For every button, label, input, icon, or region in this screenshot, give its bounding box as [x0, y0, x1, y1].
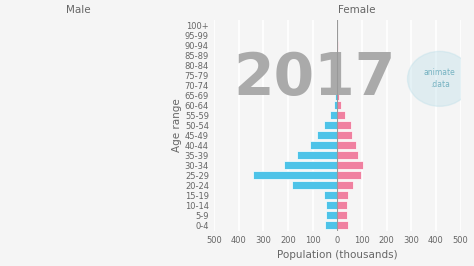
- Bar: [337, 171, 361, 179]
- Bar: [325, 221, 337, 229]
- Y-axis label: Age range: Age range: [172, 98, 182, 152]
- Bar: [336, 81, 337, 90]
- Bar: [253, 171, 337, 179]
- Text: Female: Female: [337, 5, 375, 15]
- Bar: [337, 81, 339, 90]
- Bar: [326, 201, 337, 209]
- Bar: [337, 141, 356, 149]
- Bar: [335, 91, 337, 99]
- Bar: [334, 101, 337, 110]
- Circle shape: [408, 51, 472, 106]
- Bar: [337, 211, 347, 219]
- Bar: [337, 161, 363, 169]
- Bar: [337, 221, 348, 229]
- Bar: [337, 131, 352, 139]
- Bar: [337, 111, 345, 119]
- Bar: [337, 101, 341, 110]
- Bar: [310, 141, 337, 149]
- Bar: [337, 181, 353, 189]
- Bar: [297, 151, 337, 159]
- Bar: [337, 191, 348, 199]
- Bar: [337, 71, 338, 80]
- Bar: [330, 111, 337, 119]
- Bar: [337, 91, 339, 99]
- Bar: [292, 181, 337, 189]
- Bar: [326, 211, 337, 219]
- Bar: [337, 201, 347, 209]
- Bar: [337, 61, 338, 70]
- Text: animate
.data: animate .data: [424, 68, 456, 89]
- Text: Male: Male: [66, 5, 91, 15]
- Text: 2017: 2017: [234, 50, 396, 107]
- Bar: [324, 121, 337, 130]
- Bar: [318, 131, 337, 139]
- Bar: [336, 71, 337, 80]
- Bar: [337, 151, 358, 159]
- Bar: [324, 191, 337, 199]
- X-axis label: Population (thousands): Population (thousands): [277, 251, 398, 260]
- Bar: [284, 161, 337, 169]
- Bar: [337, 121, 351, 130]
